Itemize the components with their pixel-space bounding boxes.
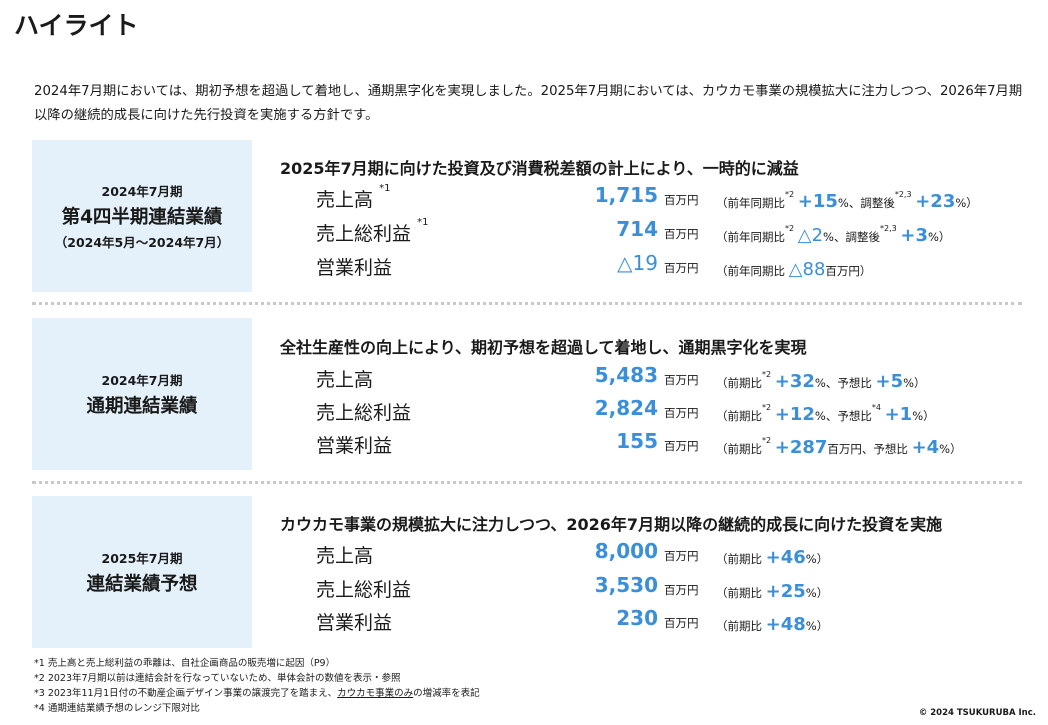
label-period: 2025年7月期 (101, 551, 183, 566)
metric-label: 売上総利益 *1 (316, 217, 429, 245)
metric-label: 売上総利益 (316, 402, 412, 424)
metric-unit: 百万円 (664, 406, 699, 420)
metric-row-operating-profit: 営業利益 △19 百万円 （前年同期比 △88百万円） (280, 251, 1040, 281)
metric-unit: 百万円 (664, 261, 699, 275)
metric-unit: 百万円 (664, 439, 699, 453)
metric-row-operating-profit: 営業利益 230 百万円 （前期比 +48%） (280, 606, 1040, 636)
label-period: 2024年7月期 (101, 373, 183, 388)
metric-value: 3,530 (594, 573, 658, 597)
page-title: ハイライト (14, 11, 139, 40)
metric-row-gross-profit: 売上総利益 3,530 百万円 （前期比 +25%） (280, 573, 1040, 603)
metric-note: （前期比*2 +287百万円、予想比 +4%） (716, 436, 962, 458)
metric-unit: 百万円 (664, 227, 699, 241)
metric-unit: 百万円 (664, 373, 699, 387)
metric-label: 営業利益 (316, 435, 393, 457)
metric-row-sales: 売上高 *1 1,715 百万円 （前年同期比*2 +15%、調整後*2,3 +… (280, 183, 1040, 213)
metric-note: （前年同期比*2 △2%、調整後*2,3 +3%） (716, 224, 951, 246)
metric-value: 8,000 (594, 539, 658, 563)
metric-note: （前期比 +46%） (716, 547, 829, 568)
section-heading: カウカモ事業の規模拡大に注力しつつ、2026年7月期以降の継続的成長に向けた投資… (280, 515, 943, 534)
label-range: （2024年5月～2024年7月） (54, 235, 230, 250)
metric-row-operating-profit: 営業利益 155 百万円 （前期比*2 +287百万円、予想比 +4%） (280, 429, 1040, 459)
metric-label: 営業利益 (316, 612, 393, 634)
label-title: 通期連結業績 (86, 396, 198, 417)
metric-note: （前期比 +25%） (716, 581, 829, 602)
metric-note: （前期比*2 +12%、予想比*4 +1%） (716, 403, 935, 425)
copyright: © 2024 TSUKURUBA Inc. (918, 708, 1036, 718)
metric-value: 1,715 (594, 183, 658, 207)
section-label-q4: 2024年7月期 第4四半期連結業績 （2024年5月～2024年7月） (32, 140, 252, 292)
metric-unit: 百万円 (664, 583, 699, 597)
metric-row-gross-profit: 売上総利益 2,824 百万円 （前期比*2 +12%、予想比*4 +1%） (280, 396, 1040, 426)
intro-text: 2024年7月期においては、期初予想を超過して着地し、通期黒字化を実現しました。… (34, 84, 1023, 123)
metric-label: 営業利益 (316, 257, 393, 279)
metric-value: 155 (616, 429, 658, 453)
metric-value: 5,483 (594, 363, 658, 387)
section-label-forecast: 2025年7月期 連結業績予想 (32, 496, 252, 648)
metric-value: 2,824 (594, 396, 658, 420)
metric-value: 714 (616, 217, 658, 241)
section-divider (32, 302, 1022, 305)
metric-label: 売上高 (316, 545, 374, 567)
footnotes: *1 売上高と売上総利益の乖離は、自社企画商品の販売増に起因（P9） *2 20… (34, 656, 480, 716)
label-title: 第4四半期連結業績 (61, 207, 223, 228)
metric-value: △19 (617, 251, 658, 275)
metric-label: 売上高 *1 (316, 183, 391, 211)
footnote-1: *1 売上高と売上総利益の乖離は、自社企画商品の販売増に起因（P9） (34, 658, 336, 669)
footnote-3: *3 2023年11月1日付の不動産企画デザイン事業の譲渡完了を踏まえ、カウカモ… (34, 688, 480, 699)
metric-row-gross-profit: 売上総利益 *1 714 百万円 （前年同期比*2 △2%、調整後*2,3 +3… (280, 217, 1040, 247)
metric-value: 230 (616, 606, 658, 630)
metric-note: （前期比*2 +32%、予想比 +5%） (716, 370, 926, 392)
footnote-2: *2 2023年7月期以前は連結会計を行なっていないため、単体会計の数値を表示・… (34, 673, 401, 684)
section-divider (32, 481, 1022, 484)
section-heading: 全社生産性の向上により、期初予想を超過して着地し、通期黒字化を実現 (280, 338, 807, 357)
metric-row-sales: 売上高 8,000 百万円 （前期比 +46%） (280, 539, 1040, 569)
section-heading: 2025年7月期に向けた投資及び消費税差額の計上により、一時的に減益 (280, 159, 799, 178)
metric-unit: 百万円 (664, 616, 699, 630)
metric-row-sales: 売上高 5,483 百万円 （前期比*2 +32%、予想比 +5%） (280, 363, 1040, 393)
metric-unit: 百万円 (664, 193, 699, 207)
metric-note: （前年同期比 △88百万円） (716, 259, 872, 280)
metric-note: （前年同期比*2 +15%、調整後*2,3 +23%） (716, 190, 978, 212)
label-title: 連結業績予想 (86, 574, 198, 595)
metric-label: 売上高 (316, 369, 374, 391)
metric-label: 売上総利益 (316, 579, 412, 601)
metric-unit: 百万円 (664, 549, 699, 563)
label-period: 2024年7月期 (101, 184, 183, 199)
section-label-fy: 2024年7月期 通期連結業績 (32, 318, 252, 470)
footnote-4: *4 通期連結業績予想のレンジ下限対比 (34, 703, 200, 714)
metric-note: （前期比 +48%） (716, 614, 829, 635)
